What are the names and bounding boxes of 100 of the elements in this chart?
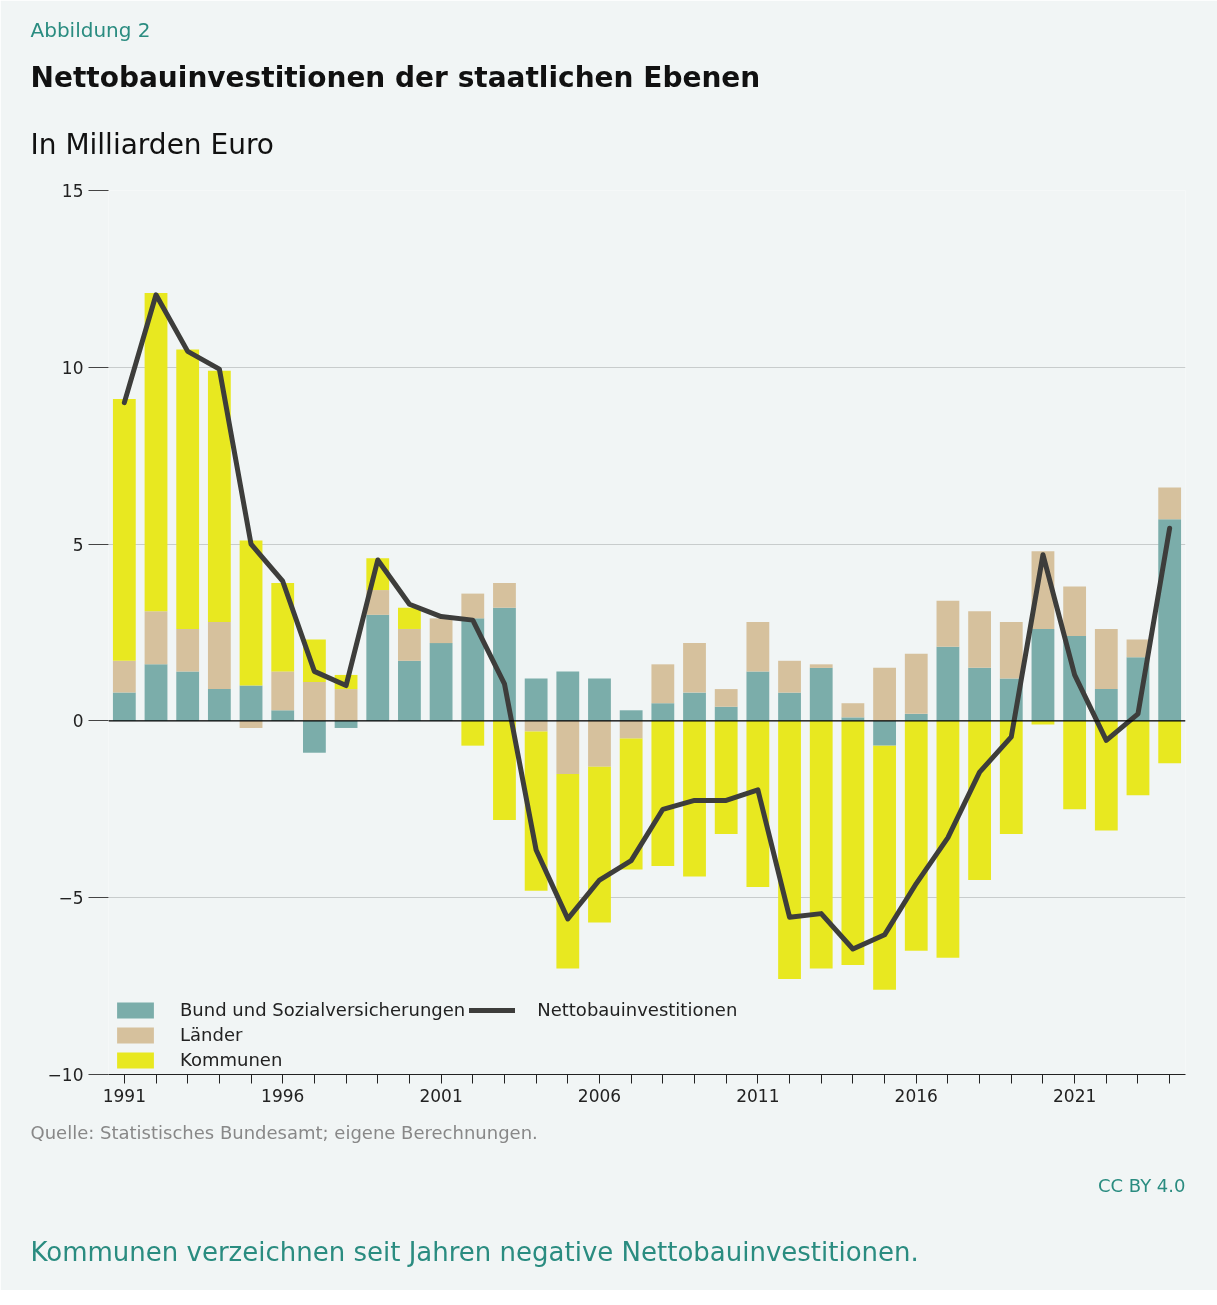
bar [1126, 720, 1150, 796]
bar [207, 689, 231, 721]
bar [936, 600, 960, 647]
bar [746, 671, 770, 721]
bar [809, 720, 833, 969]
bar [936, 720, 960, 958]
bar [271, 710, 295, 721]
bar [493, 583, 516, 608]
bar [239, 685, 263, 721]
bar [968, 720, 992, 881]
bar [176, 349, 200, 629]
x-tick-label: 2006 [577, 1085, 622, 1106]
bar [398, 660, 421, 721]
x-tick-label: 2021 [1053, 1085, 1097, 1106]
bar [176, 671, 200, 721]
text: Kommunen verzeichnen seit Jahren negative Nettobauinvestitionen. [30, 1236, 919, 1267]
bar [778, 720, 801, 980]
bar [651, 703, 675, 721]
bar [588, 678, 611, 721]
bar [936, 646, 960, 721]
bar [112, 399, 136, 661]
bar [302, 720, 326, 753]
source-note: Quelle: Statistisches Bundesamt; eigene Berechnungen. [30, 1121, 538, 1143]
bar [176, 628, 200, 672]
bar [207, 621, 231, 690]
bar [334, 689, 358, 721]
bar [1031, 628, 1055, 721]
bar [714, 706, 738, 721]
x-tick-label: 2016 [894, 1085, 938, 1106]
bar [556, 773, 580, 969]
legend-label: Länder [180, 1024, 243, 1045]
bar [302, 682, 326, 721]
bar [271, 583, 295, 672]
bar [873, 745, 896, 990]
x-tick-label: 2011 [736, 1085, 780, 1106]
bar [1063, 586, 1087, 637]
bar [841, 720, 865, 965]
bar [841, 703, 865, 718]
bar [619, 710, 643, 721]
bar [619, 720, 643, 739]
bar [556, 671, 580, 721]
bar [778, 660, 801, 693]
bar [1094, 689, 1118, 721]
bar [904, 653, 928, 714]
y-tick-label: 5 [72, 534, 84, 555]
bar [1158, 720, 1182, 764]
y-tick-label: 0 [72, 711, 84, 732]
bar [144, 293, 168, 612]
x-tick-label: 2001 [419, 1085, 463, 1106]
bar [619, 738, 643, 870]
y-tick-label: −5 [58, 888, 84, 909]
bar [398, 628, 421, 661]
bar [366, 614, 390, 721]
bar [429, 643, 453, 721]
text: CC BY 4.0 [1097, 1174, 1186, 1196]
bar [968, 667, 992, 721]
legend-label: Bund und Sozialversicherungen [180, 999, 466, 1020]
bar [588, 720, 611, 767]
bar [651, 664, 675, 704]
bar [1158, 519, 1182, 721]
bar [524, 720, 548, 732]
bar [112, 692, 136, 721]
bar [778, 692, 801, 721]
y-tick-label: −10 [47, 1065, 84, 1085]
bar [809, 667, 833, 721]
bar [746, 720, 770, 888]
bar [461, 720, 485, 746]
bar [1063, 720, 1087, 810]
bar [873, 720, 896, 746]
bar [524, 678, 548, 721]
bar [112, 660, 136, 693]
legend-label: Nettobauinvestitionen [537, 999, 738, 1020]
text: Abbildung 2 [30, 17, 151, 42]
y-tick-label: 10 [61, 357, 84, 378]
chart-subtitle: In Milliarden Euro [30, 127, 274, 161]
bar [651, 720, 675, 866]
chart-title: Nettobauinvestitionen der staatlichen Ebenen [30, 60, 761, 94]
bar [144, 611, 168, 665]
bar [271, 671, 295, 711]
bar [461, 618, 485, 721]
bar [683, 692, 706, 721]
bar [999, 720, 1023, 835]
bar [809, 664, 833, 668]
bar [429, 618, 453, 644]
x-tick-label: 1996 [261, 1085, 305, 1106]
bar [746, 621, 770, 672]
legend-label: Kommunen [180, 1049, 283, 1070]
bar [968, 611, 992, 668]
bar [683, 720, 706, 877]
bar [588, 766, 611, 923]
bar [683, 643, 706, 693]
bar [1094, 720, 1118, 831]
y-tick-label: 15 [61, 181, 84, 201]
bar [207, 370, 231, 622]
bar [1158, 487, 1182, 520]
x-tick-label: 1991 [102, 1085, 146, 1106]
bar [873, 667, 896, 721]
bar [999, 621, 1023, 679]
bar [714, 689, 738, 707]
bar [144, 664, 168, 721]
